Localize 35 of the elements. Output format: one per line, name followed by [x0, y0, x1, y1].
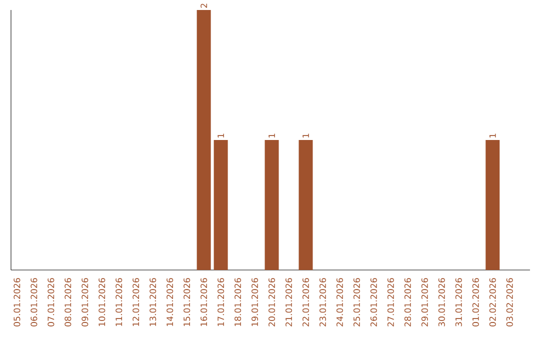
x-tick-label: 22.01.2026 — [302, 278, 310, 326]
x-tick-label: 31.01.2026 — [455, 278, 462, 326]
x-tick-label: 25.01.2026 — [353, 278, 360, 326]
data-label: 1 — [268, 134, 275, 138]
x-tick-label: 13.01.2026 — [150, 278, 156, 326]
x-tick-label: 02.02.2026 — [489, 278, 496, 326]
data-label: 1 — [302, 134, 309, 138]
x-tick-label: 09.01.2026 — [82, 278, 88, 326]
x-tick-label: 20.01.2026 — [268, 278, 276, 326]
x-tick-label: 30.01.2026 — [438, 278, 445, 326]
data-label: 1 — [489, 134, 496, 138]
x-tick-label: 21.01.2026 — [286, 278, 292, 326]
x-tick-label: 12.01.2026 — [132, 278, 140, 326]
x-tick-label: 16.01.2026 — [200, 278, 208, 326]
data-label: 2 — [200, 4, 208, 8]
x-tick-label: 28.01.2026 — [404, 278, 411, 326]
x-tick-label: 24.01.2026 — [336, 278, 343, 326]
x-tick-label: 01.02.2026 — [472, 278, 479, 326]
x-tick-label: 18.01.2026 — [234, 278, 242, 326]
x-tick-label: 15.01.2026 — [184, 278, 190, 326]
x-tick-label: 29.01.2026 — [421, 278, 428, 326]
x-tick-label: 23.01.2026 — [319, 278, 326, 326]
data-label: 1 — [218, 134, 224, 138]
x-tick-label: 27.01.2026 — [387, 278, 394, 326]
x-tick-label: 05.01.2026 — [14, 278, 20, 326]
x-tick-label: 19.01.2026 — [252, 278, 258, 326]
x-tick-label: 26.01.2026 — [370, 278, 377, 326]
x-tick-label: 06.01.2026 — [30, 278, 38, 326]
x-tick-label: 10.01.2026 — [98, 278, 106, 326]
x-tick-label: 07.01.2026 — [48, 278, 54, 326]
x-tick-label: 11.01.2026 — [116, 278, 122, 326]
x-tick-label: 03.02.2026 — [506, 278, 513, 326]
x-tick-label: 14.01.2026 — [166, 278, 174, 326]
x-tick-label: 08.01.2026 — [64, 278, 72, 326]
x-tick-label: 17.01.2026 — [218, 278, 224, 326]
